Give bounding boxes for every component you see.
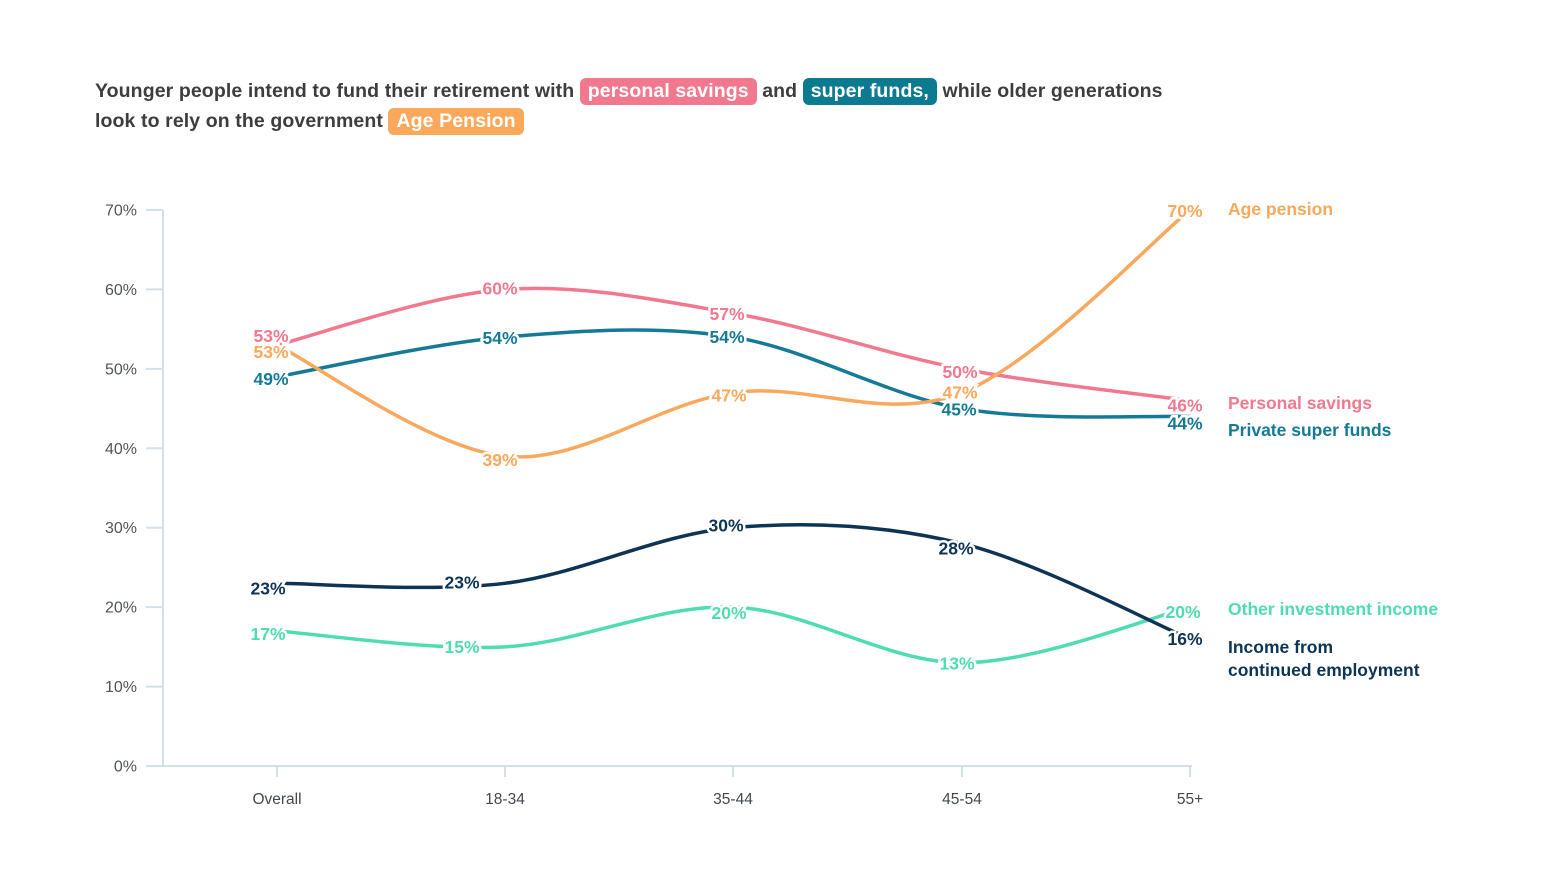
x-axis-category-label: Overall <box>252 791 301 808</box>
data-label-personal-savings: 60% <box>482 278 517 298</box>
chart-title: Younger people intend to fund their reti… <box>95 76 1495 136</box>
data-label-personal-savings: 46% <box>1167 396 1202 416</box>
legend-age-pension: Age pension <box>1228 199 1334 219</box>
data-label-income-from-continued-employment: 23% <box>250 578 285 598</box>
line-private-super-funds <box>275 328 1192 419</box>
y-axis-tick-label: 0% <box>114 759 137 776</box>
data-label-age-pension: 47% <box>942 383 977 403</box>
title-highlight-age-pension: Age Pension <box>388 108 524 135</box>
data-label-personal-savings: 53% <box>253 326 288 346</box>
data-label-income-from-continued-employment: 23% <box>444 572 479 592</box>
data-label-age-pension: 70% <box>1167 201 1202 221</box>
data-label-income-from-continued-employment: 30% <box>708 516 743 536</box>
data-label-age-pension: 47% <box>711 386 746 406</box>
title-text-segment: and <box>756 80 803 102</box>
title-highlight-personal-savings: personal savings <box>579 78 757 105</box>
data-label-other-investment-income: 17% <box>250 624 285 644</box>
data-label-age-pension: 39% <box>482 450 517 470</box>
x-axis-category-label: 35-44 <box>713 791 753 808</box>
data-label-age-pension: 53% <box>253 342 288 362</box>
line-personal-savings <box>275 286 1192 403</box>
y-axis-tick-label: 70% <box>105 202 137 219</box>
x-axis-category-label: 55+ <box>1177 791 1203 808</box>
line-income-from-continued-employment <box>275 522 1192 641</box>
y-axis-tick-label: 40% <box>105 441 137 458</box>
title-text-segment: look to rely on the government <box>95 110 389 132</box>
title-highlight-super-funds: super funds, <box>802 78 937 105</box>
title-text-segment: while older generations <box>936 80 1163 102</box>
legend-other-investment-income: Other investment income <box>1228 599 1439 619</box>
y-axis-tick-label: 30% <box>105 520 137 537</box>
axis-lines <box>162 209 1192 767</box>
data-label-income-from-continued-employment: 16% <box>1167 629 1202 649</box>
y-axis-tick-label: 60% <box>105 282 137 299</box>
x-axis-category-label: 45-54 <box>942 791 982 808</box>
data-label-other-investment-income: 13% <box>939 654 974 674</box>
data-label-other-investment-income: 20% <box>1165 602 1200 622</box>
data-label-personal-savings: 50% <box>942 362 977 382</box>
data-label-private-super-funds: 45% <box>941 400 976 420</box>
data-label-private-super-funds: 49% <box>253 369 288 389</box>
title-text-segment: Younger people intend to fund their reti… <box>95 80 580 102</box>
legend-income-from-continued-employment: Income from continued employment <box>1228 637 1420 680</box>
y-axis-tick-label: 10% <box>105 679 137 696</box>
x-axis-category-label: 18-34 <box>485 791 525 808</box>
data-label-income-from-continued-employment: 28% <box>938 539 973 559</box>
legend-personal-savings: Personal savings <box>1228 393 1372 413</box>
data-label-personal-savings: 57% <box>709 304 744 324</box>
data-label-private-super-funds: 44% <box>1167 414 1202 434</box>
data-label-other-investment-income: 15% <box>444 637 479 657</box>
y-axis-tick-label: 50% <box>105 361 137 378</box>
line-other-investment-income <box>275 605 1192 665</box>
data-label-private-super-funds: 54% <box>482 328 517 348</box>
y-axis-tick-label: 20% <box>105 600 137 617</box>
line-age-pension <box>275 208 1192 459</box>
legend-private-super-funds: Private super funds <box>1228 420 1392 440</box>
data-label-other-investment-income: 20% <box>711 603 746 623</box>
data-label-private-super-funds: 54% <box>709 327 744 347</box>
